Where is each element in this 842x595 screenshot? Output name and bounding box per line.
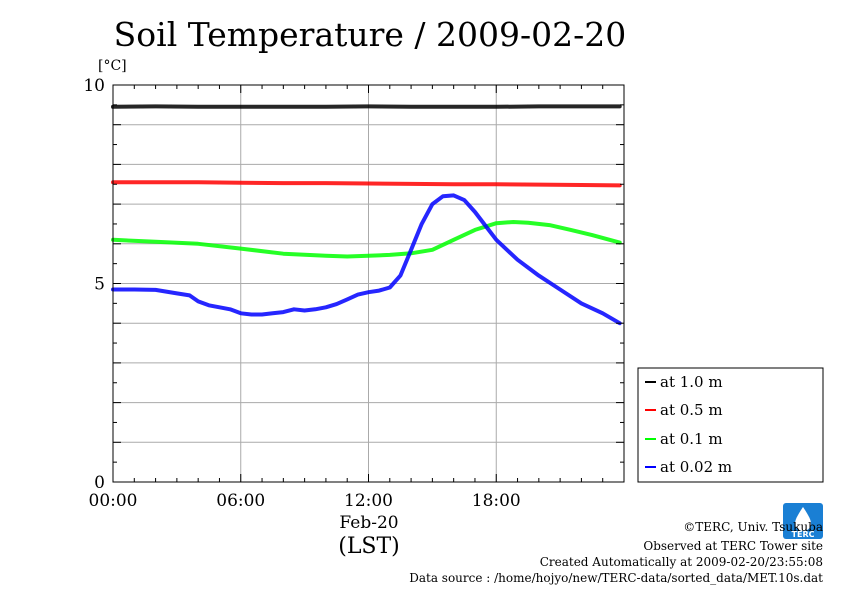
legend-label: at 0.1 m (660, 430, 723, 448)
credit-created: Created Automatically at 2009-02-20/23:5… (540, 555, 823, 569)
series-line-2 (111, 180, 622, 188)
x-tick-label: 06:00 (216, 491, 265, 511)
x-tick-label: 12:00 (344, 491, 393, 511)
legend-box (637, 367, 824, 483)
series-lines (111, 104, 622, 326)
axis-ticks: 00:00 06:00 12:00 18:00 0 5 10 (83, 76, 625, 511)
y-tick-label: 5 (94, 275, 105, 295)
x-tick-label: 00:00 (89, 491, 138, 511)
legend-label: at 0.5 m (660, 401, 723, 419)
credit-observed: Observed at TERC Tower site (643, 539, 823, 553)
legend: at 1.0 m at 0.5 m at 0.1 m at 0.02 m (637, 367, 824, 483)
y-tick-label: 0 (94, 473, 105, 493)
x-axis-timezone-label: (LST) (338, 534, 400, 559)
legend-label: at 1.0 m (660, 373, 723, 391)
credit-copyright: ©TERC, Univ. Tsukuba (683, 520, 823, 534)
series-line-4 (111, 193, 622, 326)
x-axis-date-label: Feb-20 (339, 513, 398, 533)
water-drop-icon (795, 507, 811, 531)
x-tick-label: 18:00 (472, 491, 521, 511)
y-axis-unit-label: [°C] (98, 58, 127, 74)
legend-label: at 0.02 m (660, 458, 732, 476)
logo-text: TERC (792, 530, 815, 539)
terc-logo: TERC (783, 503, 823, 539)
chart-title: Soil Temperature / 2009-02-20 (114, 15, 627, 54)
y-tick-label: 10 (83, 76, 105, 96)
credit-data-source: Data source : /home/hojyo/new/TERC-data/… (409, 571, 823, 585)
series-line-3 (111, 220, 622, 259)
